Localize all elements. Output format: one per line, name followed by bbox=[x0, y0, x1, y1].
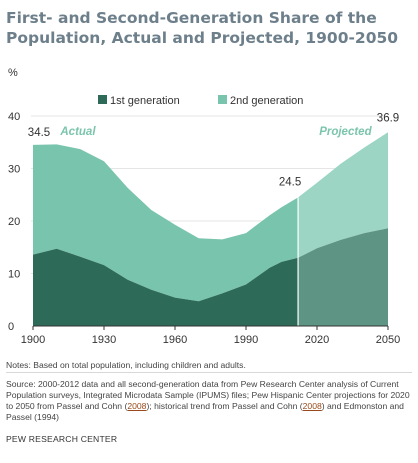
legend-label: 2nd generation bbox=[230, 95, 303, 107]
area-1st-generation-actual bbox=[33, 248, 299, 326]
brand-logo-text: PEW RESEARCH CENTER bbox=[6, 434, 118, 444]
x-tick-label: 1930 bbox=[92, 334, 116, 346]
data-label: 36.9 bbox=[377, 112, 399, 124]
y-tick-label: 40 bbox=[8, 111, 20, 123]
annotation-projected: Projected bbox=[319, 126, 372, 138]
chart-notes: Notes: Based on total population, includ… bbox=[6, 360, 246, 370]
source-link-2008[interactable]: 2008 bbox=[302, 401, 322, 411]
x-tick-label: 2020 bbox=[305, 334, 329, 346]
y-tick-label: 10 bbox=[8, 269, 20, 281]
data-label: 24.5 bbox=[279, 176, 301, 188]
chart-source: Source: 2000-2012 data and all second-ge… bbox=[6, 379, 412, 423]
x-tick-label: 1900 bbox=[21, 334, 45, 346]
data-label: 34.5 bbox=[28, 127, 50, 139]
source-text: Source: 2000-2012 data and all second-ge… bbox=[6, 379, 410, 411]
annotation-actual: Actual bbox=[59, 126, 96, 138]
area-1st-generation-projected bbox=[298, 228, 388, 326]
divider bbox=[6, 372, 412, 373]
x-tick-label: 2050 bbox=[376, 334, 400, 346]
y-unit-label: % bbox=[8, 67, 18, 79]
legend-swatch bbox=[218, 95, 227, 104]
chart: % 0 10 20 30 40 1900 1930 1960 1990 2020 2050 1st… bbox=[8, 67, 400, 346]
area-2nd-generation-actual bbox=[33, 144, 299, 302]
y-tick-label: 0 bbox=[8, 321, 14, 333]
x-tick-label: 1960 bbox=[163, 334, 187, 346]
legend-label: 1st generation bbox=[110, 95, 180, 107]
legend-swatch bbox=[98, 95, 107, 104]
y-tick-label: 30 bbox=[8, 164, 20, 176]
y-tick-label: 20 bbox=[8, 216, 20, 228]
area-2nd-generation-projected bbox=[298, 132, 388, 258]
chart-title: First- and Second-Generation Share of th… bbox=[6, 9, 399, 47]
source-text: ); historical trend from Passel and Cohn… bbox=[146, 401, 303, 411]
source-link-2008[interactable]: 2008 bbox=[127, 401, 147, 411]
source-text: ) and Edmonston and Passel (1994) bbox=[6, 401, 404, 422]
x-tick-label: 1990 bbox=[234, 334, 258, 346]
